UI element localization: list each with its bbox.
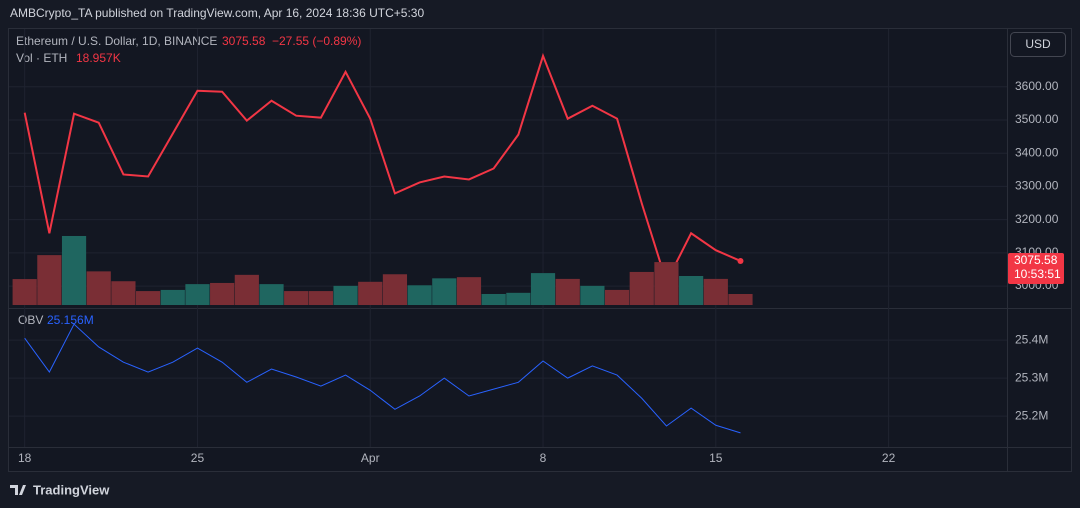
currency[interactable]: USD <box>1025 37 1051 51</box>
y-tick-label: 25.4M <box>1015 332 1048 346</box>
volume-bar <box>555 278 580 305</box>
volume-bar <box>481 293 506 305</box>
currency-button[interactable] <box>1010 32 1066 57</box>
volume-bar <box>234 274 259 305</box>
x-tick-label: Apr <box>361 451 380 465</box>
volume-bar <box>37 255 62 305</box>
volume-bar <box>136 291 161 305</box>
footer-text: TradingView <box>33 482 110 497</box>
x-tick-label: 22 <box>882 451 896 465</box>
footer-logo: TradingView <box>10 482 110 497</box>
x-tick-label: 18 <box>18 451 32 465</box>
y-tick-label: 3500.00 <box>1015 112 1059 126</box>
x-tick-label: 15 <box>709 451 723 465</box>
grid <box>9 29 1007 447</box>
line <box>24 323 741 434</box>
countdown: 10:53:51 <box>1014 267 1061 281</box>
volume-bar <box>456 277 482 305</box>
volume-bar <box>506 292 531 305</box>
axes: 18 25 Apr 8 15 223000.003100.003200.003300.00… <box>18 79 1064 465</box>
volume-bar <box>333 285 358 305</box>
volume-bar <box>308 291 333 305</box>
volume-bar <box>432 278 457 305</box>
line <box>23 52 741 285</box>
last-point <box>737 257 744 264</box>
y-tick-label: 3400.00 <box>1015 145 1059 159</box>
volume-bar <box>382 274 408 305</box>
volume-bar <box>679 276 704 305</box>
volume-bar <box>604 289 630 305</box>
y-tick-label: 3200.00 <box>1015 212 1059 226</box>
volume-bar <box>703 278 728 305</box>
volume-bar <box>284 291 309 305</box>
attribution: AMBCrypto_TA published on TradingView.co… <box>10 6 424 20</box>
volume-bar <box>12 279 37 305</box>
y-tick-label: 25.3M <box>1015 370 1048 384</box>
volume-label: Vol · ETH <box>16 51 67 65</box>
last-price: 3075.58 <box>222 34 266 48</box>
x-tick-label: 8 <box>540 451 547 465</box>
price-label: 3075.58 <box>1014 253 1058 267</box>
plot-area <box>12 52 753 434</box>
price-label-box <box>1008 252 1064 284</box>
x-tick-label: 25 <box>191 451 205 465</box>
y-tick-label: 25.2M <box>1015 408 1048 422</box>
y-tick-label: 3600.00 <box>1015 79 1059 93</box>
volume-value: 18.957K <box>76 51 121 65</box>
volume-bar <box>185 284 210 305</box>
volume-bar <box>358 281 383 305</box>
volume-bar <box>407 285 432 305</box>
volume-bar <box>210 282 235 305</box>
logo-icon <box>10 485 26 495</box>
volume-bar <box>728 294 753 305</box>
price-change: −27.55 (−0.89%) <box>272 34 361 48</box>
obv-value: 25.156M <box>47 313 94 327</box>
volume-bar <box>629 271 654 305</box>
volume-bar <box>86 271 111 305</box>
volume-bar <box>530 273 556 305</box>
chart-frame <box>8 28 1072 472</box>
volume-bar <box>259 284 284 305</box>
volume-bar <box>111 281 136 305</box>
volume-bar <box>160 289 185 305</box>
obv-label: OBV <box>18 313 43 327</box>
volume-bar <box>580 285 605 305</box>
symbol: Ethereum / U.S. Dollar, 1D, BINANCE <box>16 34 217 48</box>
y-tick-label: 3300.00 <box>1015 179 1059 193</box>
volume-bar <box>61 235 87 305</box>
volume-bar <box>654 262 679 305</box>
